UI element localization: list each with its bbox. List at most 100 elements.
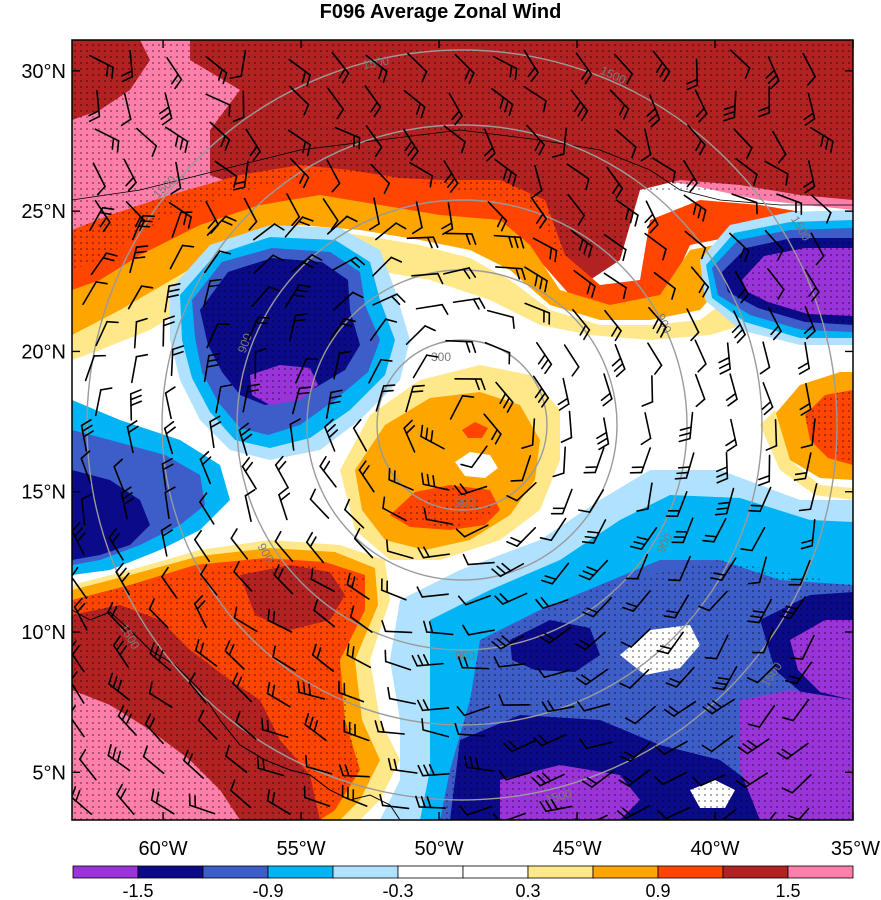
- wind-barb: [652, 50, 671, 82]
- wind-barb: [326, 159, 341, 193]
- wind-barb: [409, 161, 433, 188]
- wind-barb: [368, 197, 380, 231]
- range-ring-300: [376, 339, 548, 511]
- wind-barb: [149, 642, 171, 672]
- wind-barb: [117, 705, 137, 736]
- right-yellow-ring: [760, 410, 853, 500]
- wind-barb: [215, 384, 233, 414]
- colorbar-swatch: [527, 865, 594, 879]
- wind-barb: [705, 808, 737, 820]
- wind-barb: [578, 559, 609, 581]
- wind-barb: [573, 269, 596, 298]
- wind-barb: [725, 373, 738, 407]
- wind-barb: [289, 313, 308, 342]
- wind-barb: [443, 160, 459, 193]
- wind-barb: [712, 665, 738, 691]
- wind-barb: [788, 559, 811, 586]
- wind-barb: [284, 216, 314, 238]
- wind-barb: [200, 564, 218, 596]
- wind-barb: [171, 211, 193, 238]
- wind-barb: [203, 278, 222, 307]
- wind-barb: [498, 694, 531, 706]
- wind-barb: [73, 597, 88, 631]
- wind-barb: [764, 229, 784, 261]
- wind-barb: [653, 271, 676, 300]
- wind-barb: [403, 419, 416, 453]
- wind-barb: [164, 486, 176, 520]
- wind-barb: [604, 309, 622, 342]
- wind-barb: [273, 564, 294, 595]
- wind-barb: [758, 454, 771, 487]
- wind-barb: [129, 245, 149, 274]
- colorbar-swatch: [397, 865, 464, 879]
- wind-barb: [380, 578, 407, 601]
- wind-barb: [341, 784, 368, 807]
- wind-barb: [142, 745, 165, 775]
- wind-barb: [532, 164, 543, 198]
- wind-barb: [417, 546, 450, 559]
- wind-barb: [112, 635, 129, 668]
- wind-barb: [165, 126, 189, 154]
- wind-barb: [579, 738, 613, 750]
- wind-barb: [246, 316, 271, 342]
- wind-barb: [387, 757, 418, 774]
- wind-barb: [274, 455, 289, 489]
- wind-barb: [163, 420, 176, 455]
- wind-barb: [552, 446, 567, 478]
- wind-barb: [735, 772, 768, 788]
- wind-barb: [800, 418, 816, 449]
- wind-barb: [523, 49, 539, 83]
- wind-barb: [164, 282, 181, 313]
- wind-barb: [331, 52, 350, 84]
- wind-barb: [251, 286, 281, 308]
- wind-barb: [609, 89, 630, 120]
- wind-barb: [88, 89, 101, 123]
- wind-barb: [108, 672, 131, 701]
- wind-barb: [521, 418, 536, 449]
- wind-barb: [241, 456, 257, 490]
- wind-barb: [655, 740, 688, 755]
- plot-frame: [71, 39, 854, 821]
- longitude-axis: 60°W 55°W 50°W 45°W 40°W 35°W: [139, 40, 880, 860]
- colorbar-tick-label: 0.3: [515, 881, 540, 900]
- wind-barb: [611, 343, 626, 378]
- wind-barb: [459, 805, 493, 816]
- wind-barb: [487, 201, 508, 232]
- wind-barb: [120, 486, 135, 520]
- wind-barb: [748, 486, 772, 513]
- wind-barb: [533, 734, 567, 747]
- lat-label: 20°N: [21, 341, 66, 363]
- wind-barb: [129, 389, 142, 421]
- wind-barb: [776, 193, 803, 216]
- latitude-axis: 30°N 25°N 20°N 15°N 10°N 5°N: [21, 61, 853, 784]
- wind-barb: [800, 519, 816, 550]
- wind-barb: [387, 686, 417, 705]
- wind-barb: [613, 53, 633, 85]
- wind-barb: [483, 128, 496, 162]
- wind-barb: [159, 92, 173, 126]
- wind-barb: [765, 56, 780, 90]
- wind-barb: [620, 628, 651, 648]
- left-navy-tongue: [72, 470, 150, 560]
- wind-barb: [740, 526, 766, 552]
- wind-barb: [524, 266, 548, 293]
- wind-barb: [403, 89, 426, 119]
- wind-barb: [319, 456, 337, 488]
- wind-barb: [243, 197, 258, 231]
- wind-barb: [244, 488, 256, 522]
- wind-barb: [503, 739, 537, 753]
- wind-barb: [619, 742, 651, 762]
- wind-barb: [790, 634, 815, 660]
- wind-barb: [725, 418, 738, 452]
- wind-barb: [144, 713, 164, 745]
- wind-barb: [358, 460, 375, 493]
- wind-barb: [197, 709, 218, 740]
- wind-barb: [232, 672, 253, 703]
- filled-contours: 300 300 900 900 900 900 900 1500 1500 15…: [72, 40, 853, 820]
- wind-barb: [421, 472, 450, 491]
- lat-label: 10°N: [21, 622, 66, 644]
- wind-barb: [495, 266, 526, 281]
- lon-label: 40°W: [690, 838, 739, 860]
- ring-label-300-bottom: 300: [455, 496, 475, 510]
- wind-barb: [729, 49, 751, 80]
